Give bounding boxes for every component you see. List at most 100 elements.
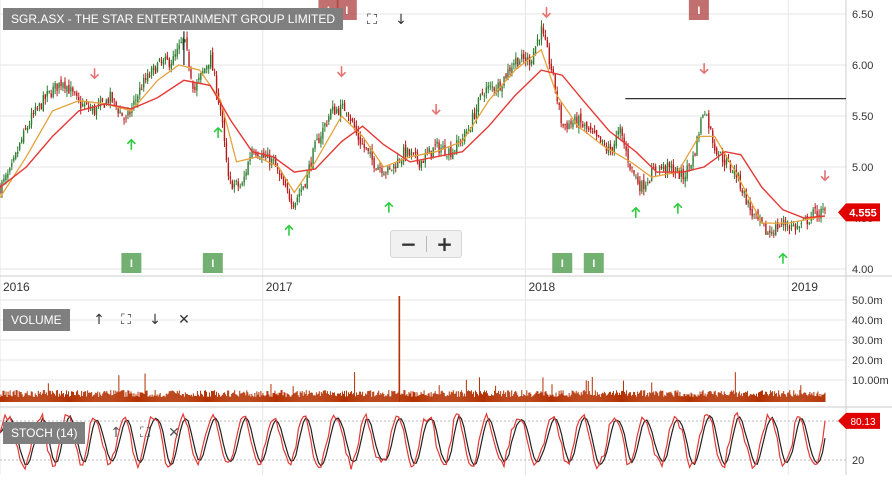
candle-body [349, 118, 352, 121]
candle-body [481, 92, 484, 94]
candle-body [194, 86, 196, 90]
candle-body [5, 174, 7, 181]
zoom-in-button[interactable]: + [436, 232, 453, 256]
candle-body [593, 130, 596, 133]
candle-body [554, 73, 556, 91]
candle-body [87, 106, 90, 109]
expand-icon[interactable]: ⛶ [367, 12, 377, 28]
zoom-out-button[interactable]: − [400, 232, 417, 256]
arrow-up-icon[interactable]: ↑ [110, 425, 122, 441]
candle-body [97, 103, 100, 105]
candle-body [269, 154, 271, 166]
stoch-last-value: 80.13 [850, 417, 875, 428]
close-icon[interactable]: ✕ [178, 312, 190, 328]
volume-tick-label: 40.0m [852, 315, 883, 327]
candle-body [534, 46, 537, 55]
candle-body [747, 200, 749, 204]
candle-body [290, 198, 293, 205]
candle-body [101, 97, 104, 102]
candle-body [408, 149, 411, 156]
arrow-head [778, 252, 788, 259]
candle-body [708, 113, 710, 129]
candle-body [424, 153, 426, 163]
candle-body [446, 156, 448, 158]
candle-body [261, 154, 263, 159]
candle-body [483, 95, 486, 97]
candle-body [780, 223, 783, 225]
candle-body [812, 209, 814, 216]
candle-body [530, 61, 533, 64]
candle-body [548, 47, 551, 65]
candle-body [259, 158, 261, 160]
candle-body [786, 226, 789, 228]
candle-body [387, 166, 389, 173]
candle-body [662, 164, 665, 170]
candle-body [400, 159, 403, 165]
candle-body [288, 191, 291, 200]
candle-body [450, 146, 452, 158]
candle-body [9, 167, 11, 172]
candle-body [359, 136, 362, 145]
candle-body [229, 176, 232, 180]
candle-body [282, 177, 285, 186]
candle-body [66, 86, 68, 92]
candle-body [438, 142, 440, 153]
candle-body [198, 77, 200, 80]
candle-body [36, 108, 39, 110]
arrow-down-icon[interactable]: ↓ [395, 12, 407, 28]
candle-body [251, 148, 253, 158]
candle-body [245, 172, 247, 176]
candle-body [448, 148, 450, 156]
candle-body [418, 160, 421, 168]
candle-body [778, 226, 781, 228]
candle-body [509, 67, 511, 72]
candle-body [763, 223, 765, 225]
candle-body [507, 69, 509, 80]
candle-body [532, 52, 535, 65]
marker-label: I [130, 258, 133, 270]
close-icon[interactable]: ✕ [168, 425, 180, 441]
expand-icon[interactable]: ⛶ [140, 425, 150, 441]
candle-body [753, 213, 755, 215]
candle-body [80, 101, 82, 109]
candle-body [601, 140, 604, 143]
marker-box [583, 253, 604, 273]
candle-body [678, 168, 680, 179]
candle-body [570, 121, 572, 125]
signal-up-arrow-icon [673, 202, 683, 214]
candle-body [393, 164, 395, 169]
candle-body [635, 176, 637, 178]
candle-body [465, 132, 468, 134]
volume-tick-label: 30.0m [852, 335, 883, 347]
candle-body [139, 87, 141, 95]
candle-body [18, 142, 21, 150]
candle-body [235, 180, 237, 182]
candle-body [619, 127, 621, 134]
expand-icon[interactable]: ⛶ [121, 312, 131, 328]
candle-body [324, 123, 326, 127]
candle-body [154, 67, 157, 74]
arrow-down-icon[interactable]: ↓ [149, 312, 161, 328]
candle-body [318, 137, 320, 143]
arrow-head [213, 126, 223, 133]
volume-label: VOLUME [3, 309, 70, 331]
event-marker-green: I [202, 253, 223, 273]
candle-body [546, 39, 549, 48]
candle-body [178, 44, 180, 50]
candle-body [111, 92, 113, 102]
arrow-up-icon[interactable]: ↑ [93, 312, 105, 328]
candle-body [40, 103, 43, 110]
candle-body [345, 112, 348, 114]
candle-body [767, 232, 769, 235]
candle-body [243, 176, 245, 183]
candle-body [22, 130, 25, 143]
candle-body [316, 138, 318, 141]
candle-body [578, 116, 580, 129]
candle-body [586, 121, 588, 129]
marker-box [688, 0, 709, 20]
candle-body [615, 136, 617, 147]
candle-body [519, 61, 521, 65]
candle-body [790, 224, 793, 228]
